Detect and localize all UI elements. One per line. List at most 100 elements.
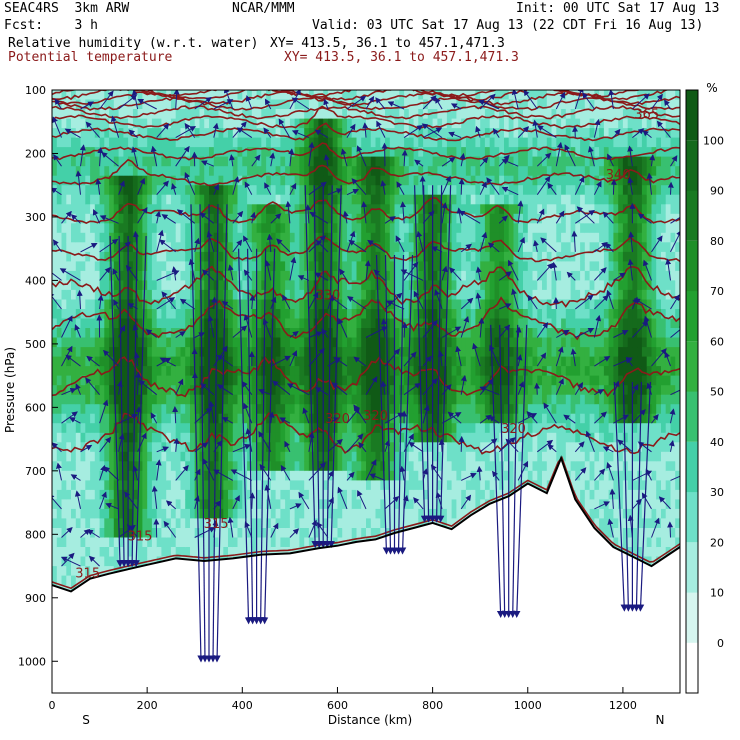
rh-cell	[413, 451, 419, 462]
rh-cell	[299, 318, 305, 329]
rh-cell	[413, 318, 419, 329]
rh-cell	[209, 137, 215, 148]
rh-cell	[109, 480, 115, 491]
rh-cell	[52, 261, 58, 272]
rh-cell	[166, 99, 172, 110]
rh-cell	[237, 356, 243, 367]
rh-cell	[223, 280, 229, 291]
rh-cell	[370, 318, 377, 329]
rh-cell	[75, 423, 82, 434]
rh-cell	[394, 261, 400, 272]
rh-cell	[356, 185, 362, 196]
rh-cell	[351, 109, 357, 119]
rh-cell	[123, 280, 129, 291]
rh-cell	[313, 147, 319, 158]
rh-cell	[123, 470, 129, 481]
rh-cell	[71, 337, 77, 348]
rh-cell	[156, 156, 162, 167]
rh-cell	[232, 423, 239, 434]
rh-cell	[175, 309, 181, 319]
rh-cell	[118, 470, 124, 481]
rh-cell	[118, 318, 124, 329]
rh-cell	[113, 99, 120, 110]
rh-cell	[99, 270, 105, 281]
rh-cell	[313, 213, 319, 224]
rh-cell	[256, 109, 262, 119]
rh-cell	[289, 118, 296, 129]
rh-cell	[285, 394, 291, 405]
rh-cell	[170, 442, 177, 453]
rh-cell	[351, 461, 357, 472]
rh-cell	[80, 547, 86, 557]
rh-cell	[56, 489, 63, 500]
rh-cell	[166, 423, 172, 434]
rh-cell	[337, 461, 343, 472]
rh-cell	[418, 489, 424, 500]
rh-cell	[90, 289, 96, 300]
rh-cell	[294, 261, 300, 272]
rh-cell	[85, 385, 91, 396]
rh-cell	[151, 185, 158, 196]
rh-cell	[56, 232, 63, 243]
rh-cell	[351, 451, 357, 462]
rh-cell	[251, 128, 258, 139]
rh-cell	[375, 147, 381, 158]
rh-cell	[332, 328, 338, 338]
rh-cell	[170, 423, 177, 434]
rh-cell	[90, 375, 96, 386]
rh-cell	[375, 461, 381, 472]
rh-cell	[327, 423, 334, 434]
rh-cell	[327, 213, 334, 224]
rh-cell	[356, 385, 362, 396]
rh-cell	[142, 461, 148, 472]
rh-cell	[132, 166, 139, 177]
rh-cell	[280, 270, 286, 281]
rh-cell	[413, 423, 419, 434]
rh-cell	[147, 90, 153, 100]
rh-cell	[289, 461, 296, 472]
rh-cell	[118, 137, 124, 148]
rh-cell	[213, 109, 220, 119]
rh-cell	[399, 175, 405, 186]
rh-cell	[61, 289, 67, 300]
rh-cell	[80, 461, 86, 472]
rh-cell	[223, 213, 229, 224]
rh-cell	[156, 261, 162, 272]
rh-cell	[71, 347, 77, 358]
rh-cell	[147, 280, 153, 291]
rh-cell	[66, 575, 72, 586]
rh-cell	[190, 118, 196, 129]
rh-cell	[71, 442, 77, 453]
rh-cell	[52, 223, 58, 234]
rh-cell	[404, 223, 410, 234]
rh-cell	[299, 451, 305, 462]
rh-cell	[332, 242, 338, 253]
rh-cell	[380, 90, 386, 100]
rh-cell	[251, 432, 258, 443]
rh-cell	[251, 366, 258, 377]
rh-cell	[71, 299, 77, 310]
rh-cell	[270, 318, 277, 329]
rh-cell	[285, 518, 291, 529]
rh-cell	[251, 404, 258, 415]
rh-cell	[347, 375, 353, 386]
rh-cell	[351, 137, 357, 148]
rh-cell	[147, 537, 153, 548]
rh-cell	[247, 156, 253, 167]
rh-cell	[332, 232, 338, 243]
rh-cell	[366, 347, 372, 358]
rh-cell	[313, 528, 319, 538]
rh-cell	[361, 280, 367, 291]
rh-cell	[175, 99, 181, 110]
rh-cell	[199, 109, 205, 119]
rh-cell	[361, 128, 367, 139]
rh-cell	[166, 194, 172, 205]
rh-cell	[418, 356, 424, 367]
rh-cell	[66, 508, 72, 519]
rh-cell	[123, 518, 129, 529]
rh-cell	[304, 147, 310, 158]
rh-cell	[280, 280, 286, 291]
rh-cell	[194, 537, 200, 548]
rh-cell	[75, 575, 82, 586]
rh-cell	[323, 147, 329, 158]
